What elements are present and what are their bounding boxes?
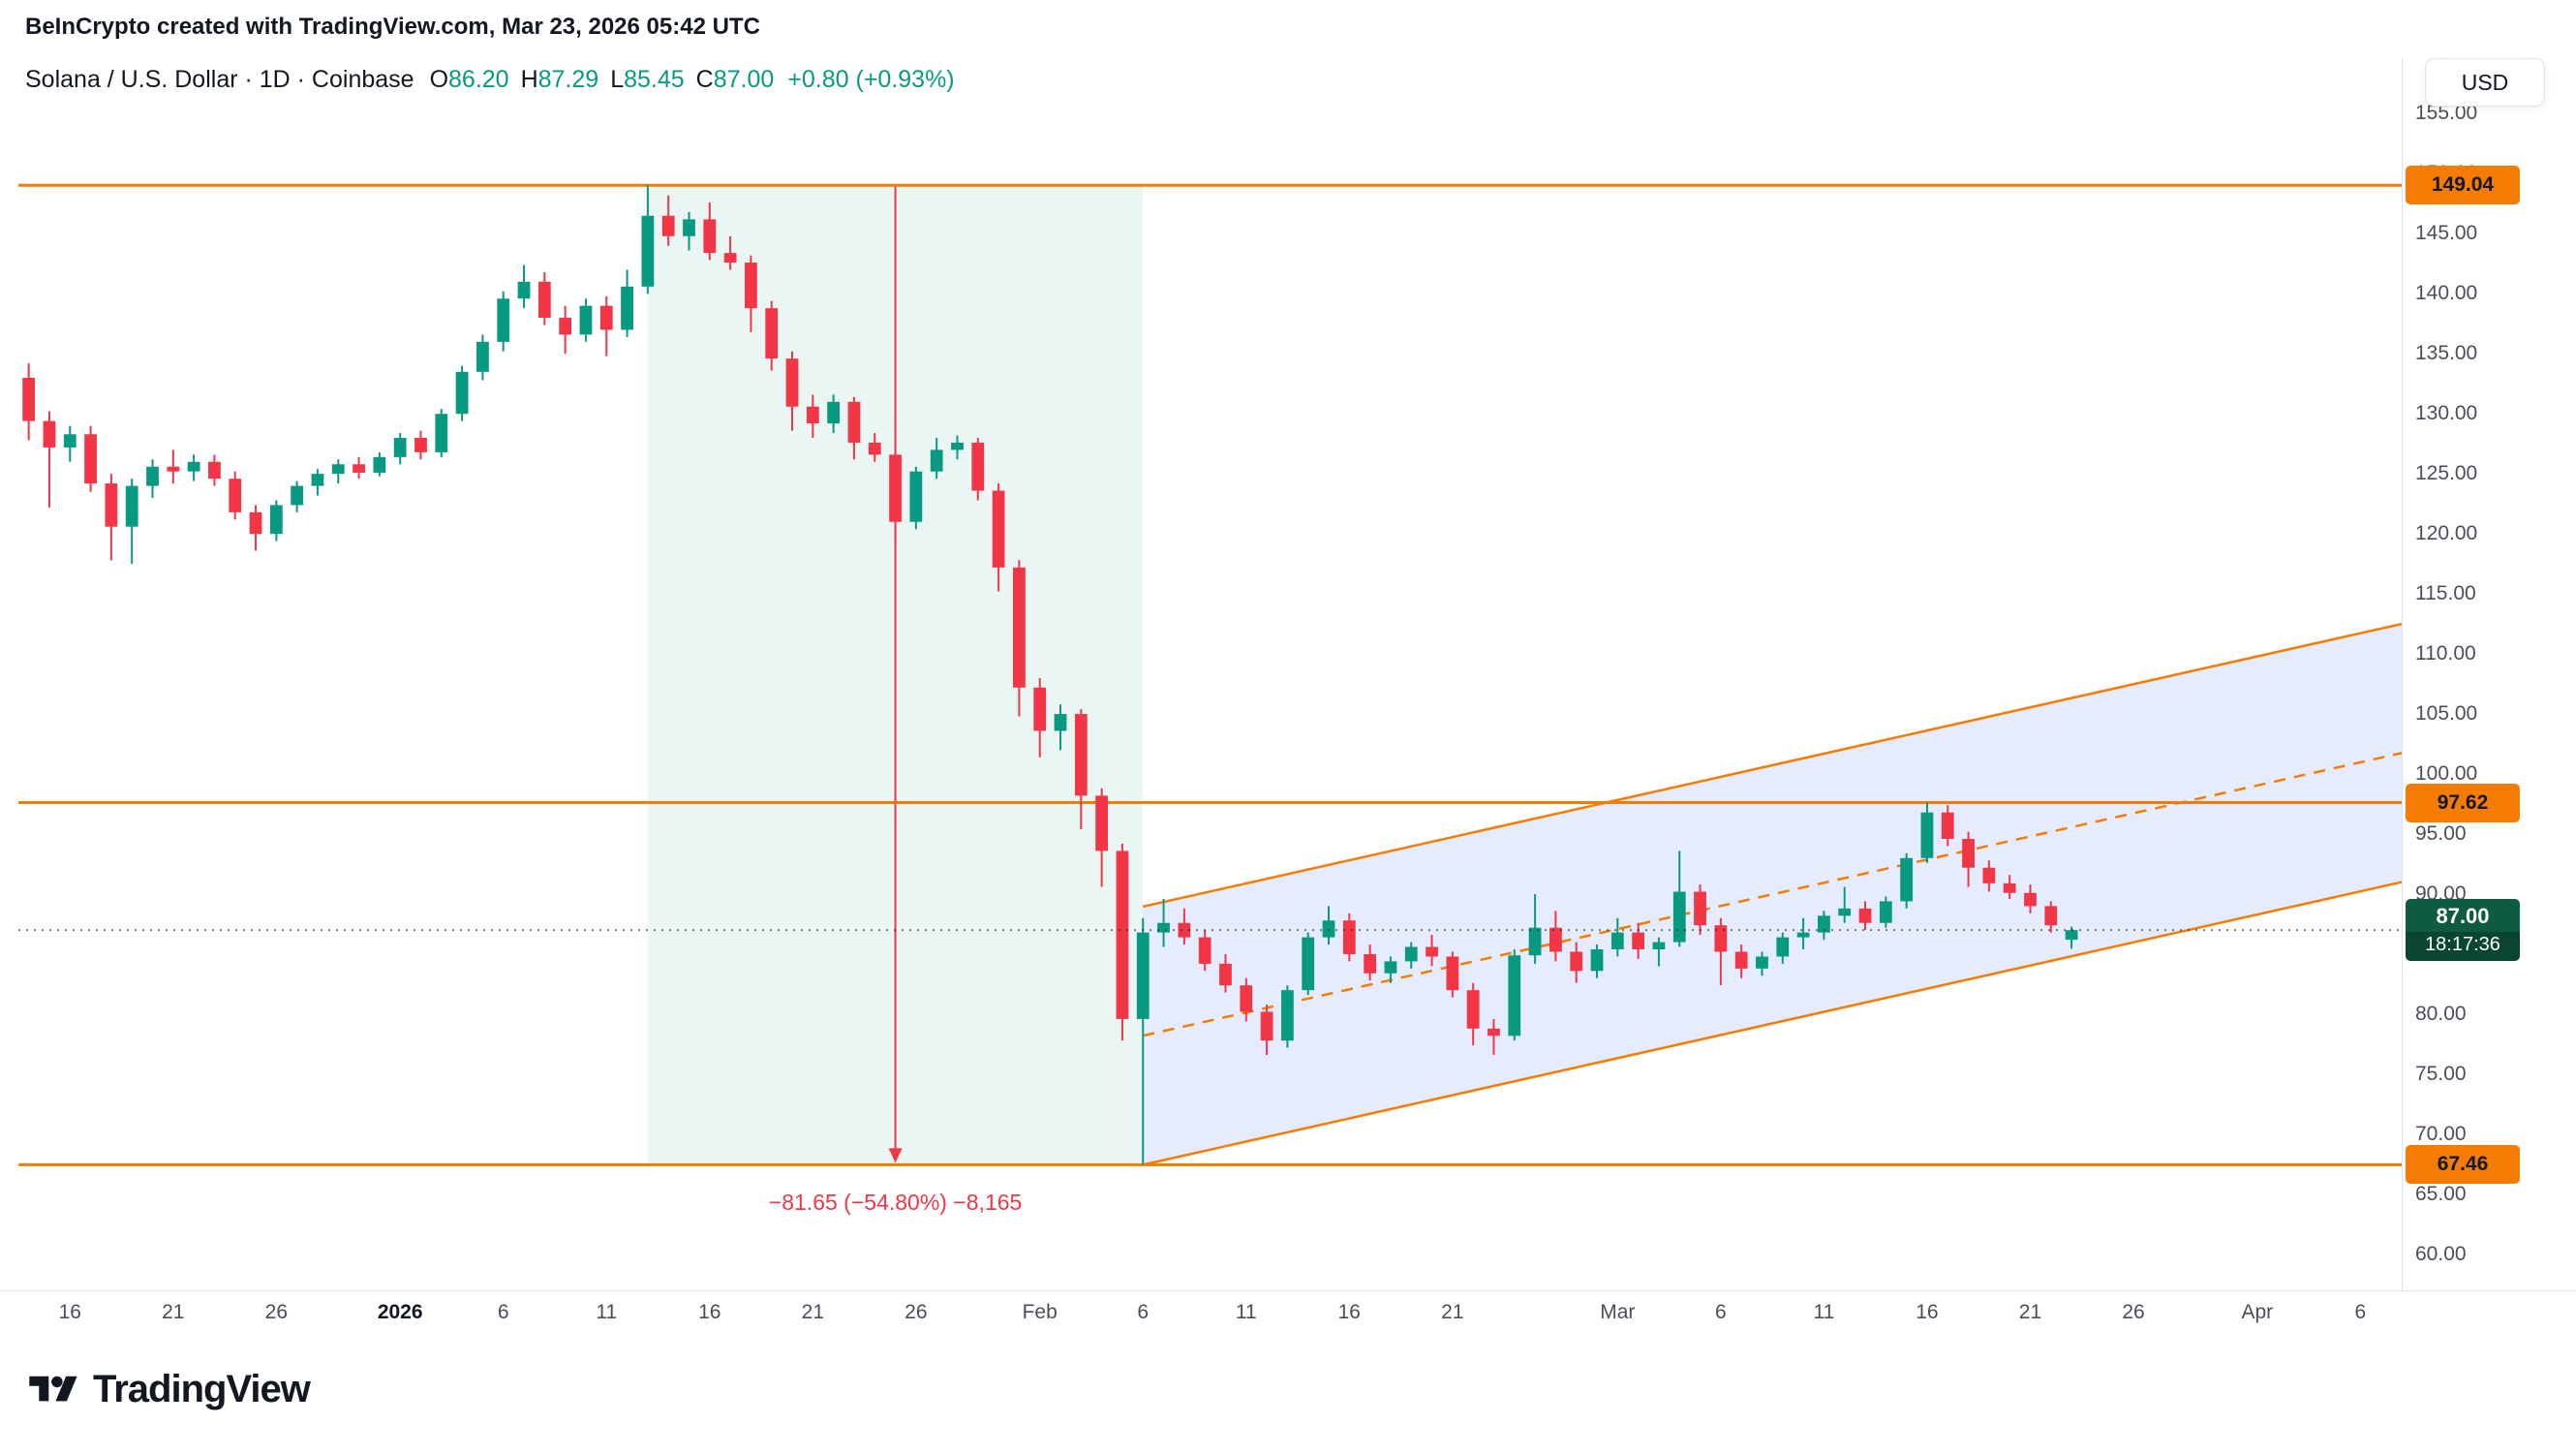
- price-tick-label: 100.00: [2415, 762, 2478, 786]
- price-tick-label: 90.00: [2415, 882, 2467, 905]
- tradingview-logo[interactable]: TradingView: [29, 1368, 311, 1411]
- price-tick-label: 120.00: [2415, 522, 2478, 545]
- symbol-title[interactable]: Solana / U.S. Dollar · 1D · Coinbase: [25, 66, 414, 93]
- price-tick-label: 65.00: [2415, 1182, 2467, 1205]
- tradingview-logo-text: TradingView: [93, 1368, 311, 1410]
- price-axis[interactable]: 155.00 150.00 145.00 140.00 135.00 130.00 125.…: [2404, 97, 2574, 1290]
- time-tick-label: 11: [1813, 1301, 1835, 1323]
- price-tick-label: 105.00: [2415, 702, 2478, 726]
- price-tick-label: 150.00: [2415, 162, 2478, 185]
- channel-overlay[interactable]: [1142, 622, 2403, 1166]
- time-tick-label: 6: [497, 1301, 509, 1323]
- time-tick-label: Mar: [1600, 1301, 1636, 1323]
- candles-layer: [22, 185, 2078, 1165]
- measurement-region[interactable]: [647, 185, 1144, 1165]
- change-value: +0.80 (+0.93%): [787, 66, 955, 93]
- price-tick-label: 110.00: [2415, 642, 2476, 666]
- price-tick-label: 145.00: [2415, 222, 2478, 245]
- price-tick-label: 80.00: [2415, 1002, 2467, 1025]
- price-axis-separator: [2402, 58, 2403, 1290]
- time-tick-label: 21: [162, 1301, 185, 1323]
- price-tick-label: 95.00: [2415, 822, 2467, 845]
- time-tick-label: 16: [1916, 1301, 1939, 1323]
- ohlc-low: L85.45: [610, 66, 685, 93]
- price-tick-label: 70.00: [2415, 1122, 2467, 1145]
- time-axis[interactable]: 16 21 26 2026 6 11 16 21 26 Feb 6 11 16 21 Mar 6 11 16 21 2…: [0, 1291, 2576, 1340]
- time-tick-label: 11: [1235, 1301, 1257, 1323]
- price-tick-label: 75.00: [2415, 1062, 2467, 1085]
- time-tick-label: 16: [1337, 1301, 1361, 1323]
- time-axis-separator: [0, 1290, 2576, 1291]
- time-tick-label: 26: [2122, 1301, 2145, 1323]
- ohlc-high: H87.29: [520, 66, 599, 93]
- time-tick-label: Apr: [2241, 1301, 2274, 1323]
- price-tick-label: 140.00: [2415, 282, 2478, 305]
- price-tick-label: 85.00: [2415, 942, 2467, 965]
- price-tick-label: 125.00: [2415, 462, 2478, 485]
- price-tick-label: 135.00: [2415, 342, 2478, 365]
- time-tick-label: 26: [264, 1301, 289, 1323]
- time-tick-label: 16: [58, 1301, 81, 1323]
- price-tick-label: 130.00: [2415, 402, 2478, 425]
- ohlc-close: C87.00: [695, 66, 775, 93]
- currency-toggle-button[interactable]: USD: [2425, 58, 2545, 107]
- tradingview-logo-icon: [29, 1376, 77, 1401]
- time-tick-label: 21: [801, 1301, 825, 1323]
- symbol-header: Solana / U.S. Dollar · 1D · Coinbase O86…: [25, 66, 955, 94]
- time-tick-label: Feb: [1022, 1301, 1058, 1323]
- time-tick-label: 6: [2354, 1301, 2367, 1323]
- time-tick-label: 21: [2018, 1301, 2042, 1323]
- attribution-text: BeInCrypto created with TradingView.com,…: [25, 14, 760, 40]
- time-tick-label: 16: [698, 1301, 721, 1323]
- measurement-label: −81.65 (−54.80%) −8,165: [768, 1190, 1023, 1216]
- price-tick-label: 155.00: [2415, 102, 2478, 125]
- level-lines[interactable]: [18, 183, 2402, 1166]
- time-tick-label: 2026: [377, 1301, 423, 1323]
- time-tick-label: 26: [905, 1301, 928, 1323]
- time-tick-label: 11: [596, 1301, 618, 1323]
- time-tick-label: 6: [1715, 1301, 1727, 1323]
- ohlc-open: O86.20: [429, 66, 509, 93]
- time-tick-label: 21: [1441, 1301, 1464, 1323]
- price-tick-label: 115.00: [2415, 582, 2476, 605]
- time-tick-label: 6: [1137, 1301, 1150, 1323]
- price-tick-label: 60.00: [2415, 1242, 2467, 1265]
- ohlc-values: O86.20 H87.29 L85.45 C87.00 +0.80 (+0.93…: [430, 66, 955, 94]
